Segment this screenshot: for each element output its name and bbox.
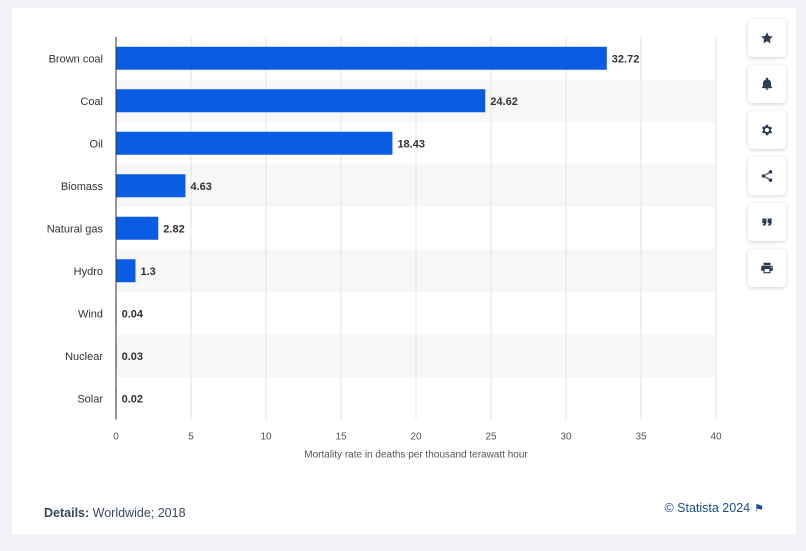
data-label: 0.02 bbox=[122, 393, 143, 405]
x-tick-label: 0 bbox=[113, 432, 119, 443]
chart-card: Brown coal 32.72 Coal 24.62 Oil 18.43 Biomass 4… bbox=[12, 8, 796, 534]
favorite-button[interactable] bbox=[748, 19, 786, 57]
print-icon bbox=[761, 262, 773, 274]
x-tick-label: 20 bbox=[410, 432, 422, 443]
bar[interactable] bbox=[116, 174, 186, 198]
category-label: Brown coal bbox=[49, 53, 103, 65]
x-tick-label: 40 bbox=[710, 432, 722, 443]
bar[interactable] bbox=[116, 46, 607, 70]
data-label: 4.63 bbox=[190, 181, 211, 193]
details-note: Details: Worldwide; 2018 bbox=[44, 506, 186, 520]
x-tick-label: 15 bbox=[335, 432, 347, 443]
settings-button[interactable] bbox=[748, 111, 786, 149]
x-tick-label: 25 bbox=[485, 432, 497, 443]
cite-button[interactable] bbox=[748, 203, 786, 241]
bar[interactable] bbox=[116, 216, 159, 240]
category-label: Nuclear bbox=[65, 351, 103, 363]
gear-icon bbox=[761, 124, 773, 136]
x-tick-label: 35 bbox=[635, 432, 647, 443]
share-button[interactable] bbox=[748, 157, 786, 195]
star-icon bbox=[761, 32, 773, 44]
x-tick-label: 30 bbox=[560, 432, 572, 443]
x-tick-label: 5 bbox=[188, 432, 194, 443]
category-label: Natural gas bbox=[47, 223, 104, 235]
category-label: Coal bbox=[80, 96, 103, 108]
quote-icon bbox=[762, 218, 772, 226]
category-label: Hydro bbox=[74, 266, 103, 278]
category-label: Wind bbox=[78, 308, 103, 320]
bar[interactable] bbox=[116, 259, 136, 283]
data-label: 18.43 bbox=[397, 138, 425, 150]
data-label: 1.3 bbox=[141, 266, 156, 278]
bar-chart: Brown coal 32.72 Coal 24.62 Oil 18.43 Biomass 4… bbox=[47, 37, 722, 461]
details-value[interactable]: Worldwide; 2018 bbox=[92, 506, 186, 520]
share-icon bbox=[761, 170, 773, 182]
x-tick-label: 10 bbox=[260, 432, 272, 443]
bar[interactable] bbox=[116, 131, 393, 155]
copyright-text[interactable]: © Statista 2024 bbox=[664, 501, 751, 515]
print-button[interactable] bbox=[748, 249, 786, 287]
bell-icon bbox=[761, 77, 773, 90]
data-label: 0.04 bbox=[122, 308, 144, 320]
bar[interactable] bbox=[116, 89, 486, 113]
category-label: Biomass bbox=[61, 181, 104, 193]
flag-icon: ⚑ bbox=[754, 502, 764, 515]
category-label: Solar bbox=[77, 393, 103, 405]
details-label: Details: bbox=[44, 506, 90, 520]
category-label: Oil bbox=[90, 138, 103, 150]
x-axis-title: Mortality rate in deaths per thousand te… bbox=[304, 450, 528, 461]
statista-credit[interactable]: © Statista 2024 ⚑ bbox=[664, 501, 764, 515]
data-label: 2.82 bbox=[163, 223, 184, 235]
data-label: 24.62 bbox=[490, 96, 518, 108]
data-label: 0.03 bbox=[122, 351, 143, 363]
notification-button[interactable] bbox=[748, 65, 786, 103]
data-label: 32.72 bbox=[612, 53, 640, 65]
